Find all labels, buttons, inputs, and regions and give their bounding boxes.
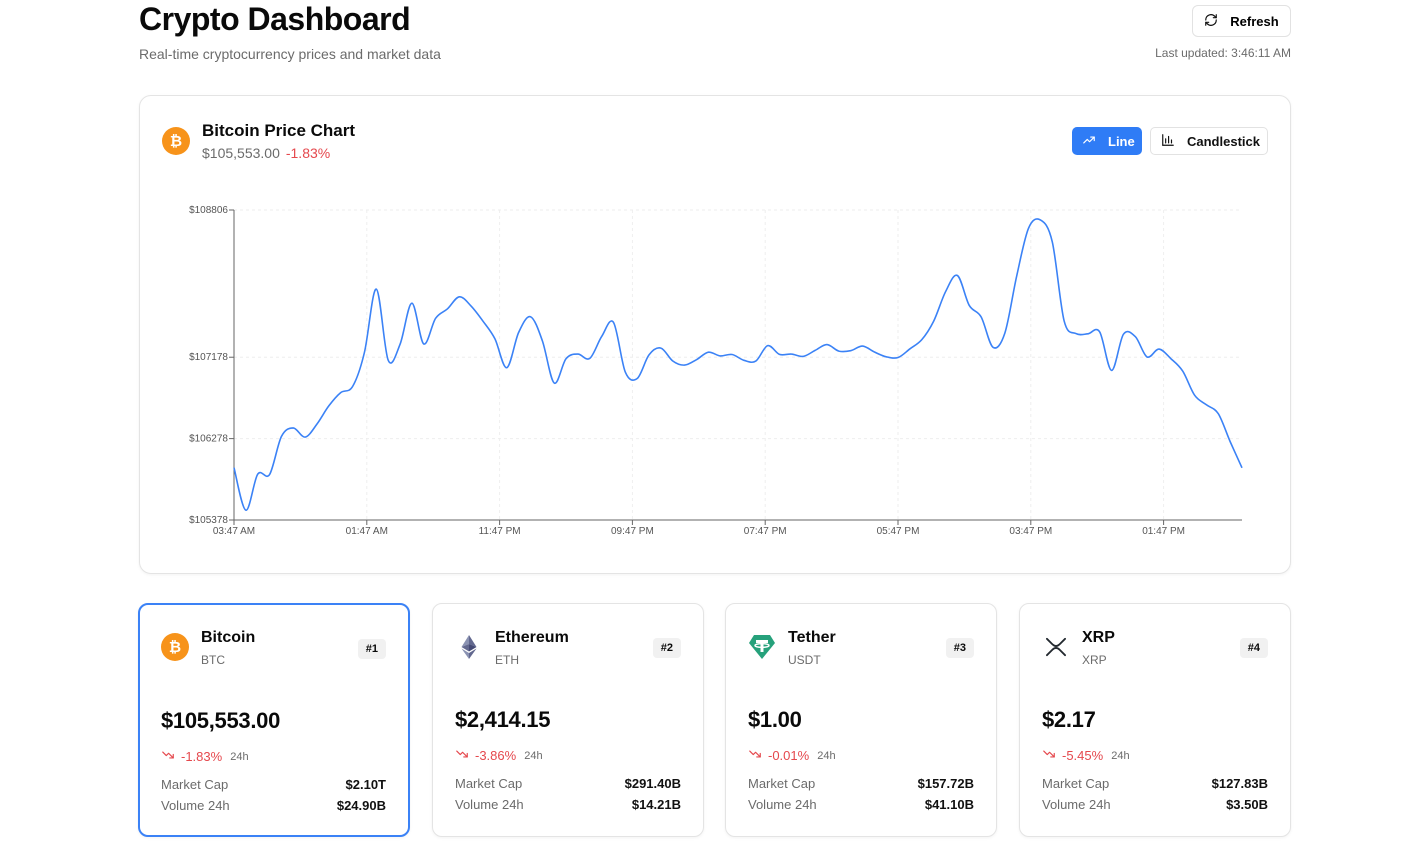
y-tick-label: $108806 [189,205,228,216]
market-cap-value: $157.72B [917,776,974,791]
coin-change: -0.01% 24h [748,747,836,764]
volume-value: $14.21B [631,797,681,812]
volume-row: Volume 24h $24.90B [161,798,386,813]
trend-down-icon [455,747,469,764]
market-cap-label: Market Cap [161,777,229,792]
y-tick-label: $106278 [189,434,228,445]
refresh-icon [1204,13,1218,30]
candlestick-chart-button[interactable]: Candlestick [1150,127,1268,155]
bar-chart-icon [1161,133,1175,150]
dashboard-header: Crypto Dashboard Real-time cryptocurrenc… [139,0,1291,70]
volume-label: Volume 24h [161,798,230,813]
volume-row: Volume 24h $3.50B [1042,797,1268,812]
coin-symbol: XRP [1082,653,1107,667]
coin-symbol: ETH [495,653,519,667]
price-chart-card: ₿ Bitcoin Price Chart $105,553.00 -1.83% … [139,95,1291,574]
candlestick-chart-label: Candlestick [1187,133,1260,149]
x-tick-label: 03:47 AM [213,526,255,537]
market-cap-value: $127.83B [1211,776,1268,791]
chart-price-change: -1.83% [285,145,331,161]
refresh-button[interactable]: Refresh [1192,5,1291,37]
change-percent: -1.83% [181,749,223,764]
ethereum-icon [455,633,483,661]
chart-current-price: $105,553.00 [202,145,280,161]
coin-symbol: USDT [788,653,821,667]
change-percent: -0.01% [768,748,810,763]
market-cap-label: Market Cap [748,776,816,791]
page-title: Crypto Dashboard [139,1,411,37]
coin-name: Bitcoin [201,629,256,646]
volume-row: Volume 24h $14.21B [455,797,681,812]
market-cap-row: Market Cap $2.10T [161,777,386,792]
x-tick-label: 09:47 PM [611,526,654,537]
coin-card-bitcoin[interactable]: ₿ Bitcoin BTC #1 $105,553.00 -1.83% 24h … [138,603,410,837]
rank-badge: #4 [1239,638,1268,658]
x-tick-label: 01:47 AM [346,526,388,537]
page-subtitle: Real-time cryptocurrency prices and mark… [139,46,441,62]
coin-name: XRP [1082,629,1115,646]
volume-value: $3.50B [1226,797,1268,812]
trend-down-icon [161,748,175,765]
coin-change: -1.83% 24h [161,748,249,765]
coin-price: $1.00 [748,707,802,732]
coin-change: -3.86% 24h [455,747,543,764]
change-period: 24h [524,749,543,762]
change-period: 24h [1111,749,1130,762]
bitcoin-icon: ₿ [162,127,190,155]
line-chart-label: Line [1108,133,1135,149]
xrp-icon [1042,633,1070,661]
change-period: 24h [817,749,836,762]
trend-down-icon [1042,747,1056,764]
chart-type-toggle: Line Candlestick [1072,127,1268,155]
rank-badge: #3 [945,638,974,658]
x-tick-label: 11:47 PM [479,526,521,537]
market-cap-value: $291.40B [624,776,681,791]
change-period: 24h [230,750,249,763]
chart-price-summary: $105,553.00 -1.83% [202,145,330,161]
trend-down-icon [748,747,762,764]
y-tick-label: $105378 [189,515,228,526]
volume-label: Volume 24h [455,797,524,812]
volume-value: $41.10B [924,797,974,812]
x-tick-label: 03:47 PM [1009,526,1052,537]
rank-badge: #1 [357,639,386,659]
market-cap-label: Market Cap [455,776,523,791]
coin-change: -5.45% 24h [1042,747,1130,764]
trend-up-icon [1082,133,1096,150]
volume-value: $24.90B [336,798,386,813]
coin-price: $2,414.15 [455,707,551,732]
x-tick-label: 07:47 PM [744,526,787,537]
bitcoin-icon: ₿ [161,633,189,661]
refresh-label: Refresh [1230,13,1279,29]
coin-card-tether[interactable]: Tether USDT #3 $1.00 -0.01% 24h Market C… [725,603,997,837]
chart-title: Bitcoin Price Chart [202,121,356,140]
x-tick-label: 05:47 PM [877,526,920,537]
volume-label: Volume 24h [748,797,817,812]
coin-name: Tether [788,629,836,646]
market-cap-label: Market Cap [1042,776,1110,791]
tether-icon [748,633,776,661]
rank-badge: #2 [652,638,681,658]
coin-price: $105,553.00 [161,708,281,733]
market-cap-row: Market Cap $127.83B [1042,776,1268,791]
market-cap-value: $2.10T [345,777,386,792]
change-percent: -3.86% [475,748,517,763]
coin-card-xrp[interactable]: XRP XRP #4 $2.17 -5.45% 24h Market Cap $… [1019,603,1291,837]
last-updated-text: Last updated: 3:46:11 AM [1155,46,1291,60]
market-cap-row: Market Cap $157.72B [748,776,974,791]
volume-label: Volume 24h [1042,797,1111,812]
change-percent: -5.45% [1062,748,1104,763]
coin-price: $2.17 [1042,707,1096,732]
volume-row: Volume 24h $41.10B [748,797,974,812]
coin-name: Ethereum [495,629,569,646]
price-series-line [233,218,1243,512]
market-cap-row: Market Cap $291.40B [455,776,681,791]
line-chart-button[interactable]: Line [1072,127,1142,155]
coin-symbol: BTC [201,653,225,667]
coin-card-ethereum[interactable]: Ethereum ETH #2 $2,414.15 -3.86% 24h Mar… [432,603,704,837]
y-tick-label: $107178 [189,352,228,363]
x-tick-label: 01:47 PM [1142,526,1185,537]
